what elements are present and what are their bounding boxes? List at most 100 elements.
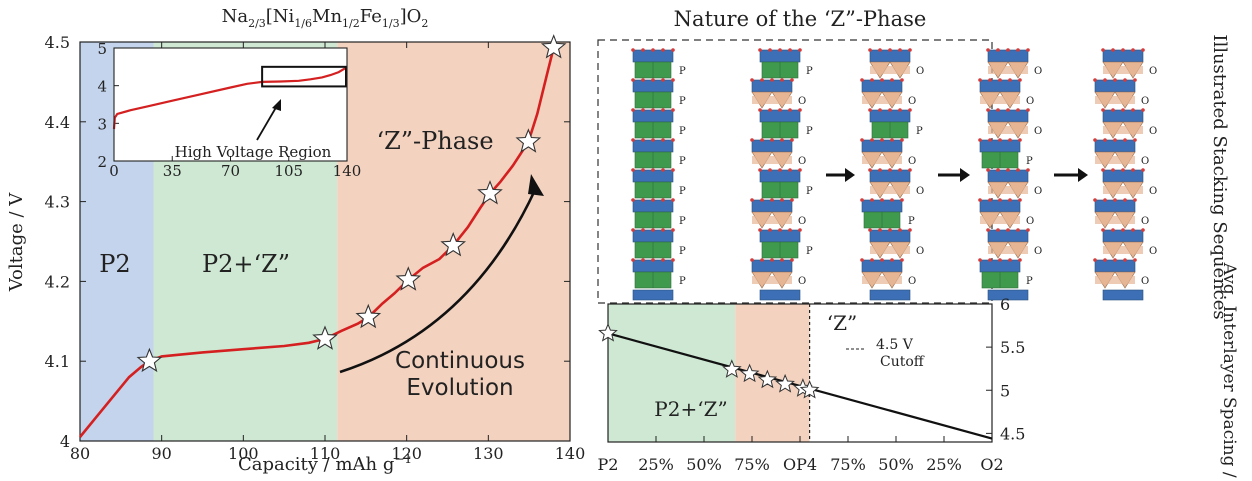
- oxygen-dot: [671, 108, 675, 112]
- layer-tag-p: P: [908, 216, 915, 227]
- spacing-x-tick-label: 50%: [878, 455, 914, 474]
- layer-tag-o: O: [916, 66, 924, 77]
- octahedral-fill: [988, 246, 1028, 254]
- y-tick-label: 4.4: [45, 113, 70, 132]
- oxygen-dot: [641, 198, 645, 202]
- oxygen-dot: [1111, 228, 1115, 232]
- oxygen-dot: [760, 78, 764, 82]
- oxygen-dot: [878, 48, 882, 52]
- oxygen-dot: [868, 168, 872, 172]
- layer-tag-o: O: [1026, 216, 1034, 227]
- oxygen-dot: [890, 258, 894, 262]
- transition-metal-layer: [861, 79, 903, 93]
- oxygen-dot: [768, 108, 772, 112]
- oxygen-dot: [1113, 78, 1117, 82]
- oxygen-dot: [898, 48, 902, 52]
- oxygen-dot: [860, 258, 864, 262]
- transition-metal-layer: [987, 169, 1029, 183]
- oxygen-dot: [1141, 228, 1145, 232]
- oxygen-dot: [870, 78, 874, 82]
- oxygen-dot: [631, 108, 635, 112]
- oxygen-dot: [1101, 168, 1105, 172]
- transition-metal-layer: [1102, 169, 1144, 183]
- spacing-star-marker: [722, 359, 742, 378]
- oxygen-dot: [1131, 48, 1135, 52]
- oxygen-dot: [978, 78, 982, 82]
- inset-pointer-line: [256, 103, 279, 141]
- oxygen-dot: [978, 258, 982, 262]
- oxygen-dot: [870, 138, 874, 142]
- star-marker: [440, 231, 467, 257]
- transition-metal-layer: [1102, 109, 1144, 123]
- oxygen-dot: [1008, 138, 1012, 142]
- inset-label: High Voltage Region: [175, 143, 332, 161]
- oxygen-dot: [661, 258, 665, 262]
- oxygen-dot: [986, 168, 990, 172]
- oxygen-dot: [1133, 78, 1137, 82]
- oxygen-dot: [1026, 168, 1030, 172]
- stack-column-3: O O O P O O O P: [978, 48, 1042, 301]
- layer-tag-p: P: [679, 66, 686, 77]
- oxygen-dot: [888, 108, 892, 112]
- oxygen-dot: [778, 108, 782, 112]
- octahedral-fill: [752, 96, 792, 104]
- x-tick-label: 120: [391, 444, 422, 463]
- oxygen-dot: [908, 228, 912, 232]
- oxygen-dot: [641, 48, 645, 52]
- oxygen-dot: [870, 258, 874, 262]
- oxygen-dot: [890, 78, 894, 82]
- stacking-frame: [597, 39, 993, 304]
- star-marker: [395, 266, 422, 291]
- oxygen-dot: [868, 108, 872, 112]
- spacing-x-tick-label: 75%: [830, 455, 866, 474]
- oxygen-dot: [641, 108, 645, 112]
- transition-metal-layer: [987, 229, 1029, 243]
- layer-tag-p: P: [679, 186, 686, 197]
- oxygen-dot: [790, 138, 794, 142]
- oxygen-dot: [671, 168, 675, 172]
- oxygen-dot: [1093, 258, 1097, 262]
- oxygen-dot: [1131, 168, 1135, 172]
- spacing-star-marker: [739, 363, 760, 383]
- layer-tag-o: O: [1141, 156, 1149, 167]
- layer-tag-o: O: [1141, 216, 1149, 227]
- transition-metal-layer: [1094, 79, 1136, 93]
- octahedral-fill: [980, 96, 1020, 104]
- oxygen-dot: [978, 198, 982, 202]
- oxygen-dot: [651, 138, 655, 142]
- cutoff-label-1: 4.5 V: [876, 337, 914, 353]
- oxygen-dot: [898, 108, 902, 112]
- layer-tag-p: P: [679, 216, 686, 227]
- oxygen-dot: [888, 48, 892, 52]
- oxygen-dot: [661, 78, 665, 82]
- oxygen-dot: [788, 108, 792, 112]
- oxygen-dot: [1123, 138, 1127, 142]
- y-tick-label: 4.1: [45, 352, 70, 371]
- oxygen-dot: [1018, 78, 1022, 82]
- oxygen-dot: [1016, 228, 1020, 232]
- octahedral-fill: [870, 186, 910, 194]
- oxygen-dot: [1026, 48, 1030, 52]
- oxygen-dot: [750, 78, 754, 82]
- octahedral-fill: [988, 126, 1028, 134]
- star-marker: [136, 347, 163, 373]
- layer-tag-p: P: [679, 276, 686, 287]
- oxygen-dot: [768, 228, 772, 232]
- transition-metal-layer: [869, 229, 911, 243]
- inset-x-tick-label: 70: [221, 162, 240, 180]
- oxygen-dot: [1133, 138, 1137, 142]
- oxygen-dot: [888, 168, 892, 172]
- oxygen-dot: [661, 138, 665, 142]
- oxygen-dot: [1008, 258, 1012, 262]
- oxygen-dot: [651, 168, 655, 172]
- spacing-y-tick-label: 5.5: [1000, 338, 1025, 357]
- oxygen-dot: [651, 48, 655, 52]
- oxygen-dot: [1103, 78, 1107, 82]
- oxygen-dot: [671, 48, 675, 52]
- oxygen-dot: [1018, 138, 1022, 142]
- transition-metal-layer: [987, 109, 1029, 123]
- annotation-line-1: Continuous: [395, 348, 525, 374]
- transition-metal-layer: [861, 199, 903, 213]
- oxygen-dot: [1018, 198, 1022, 202]
- layer-tag-o: O: [908, 156, 916, 167]
